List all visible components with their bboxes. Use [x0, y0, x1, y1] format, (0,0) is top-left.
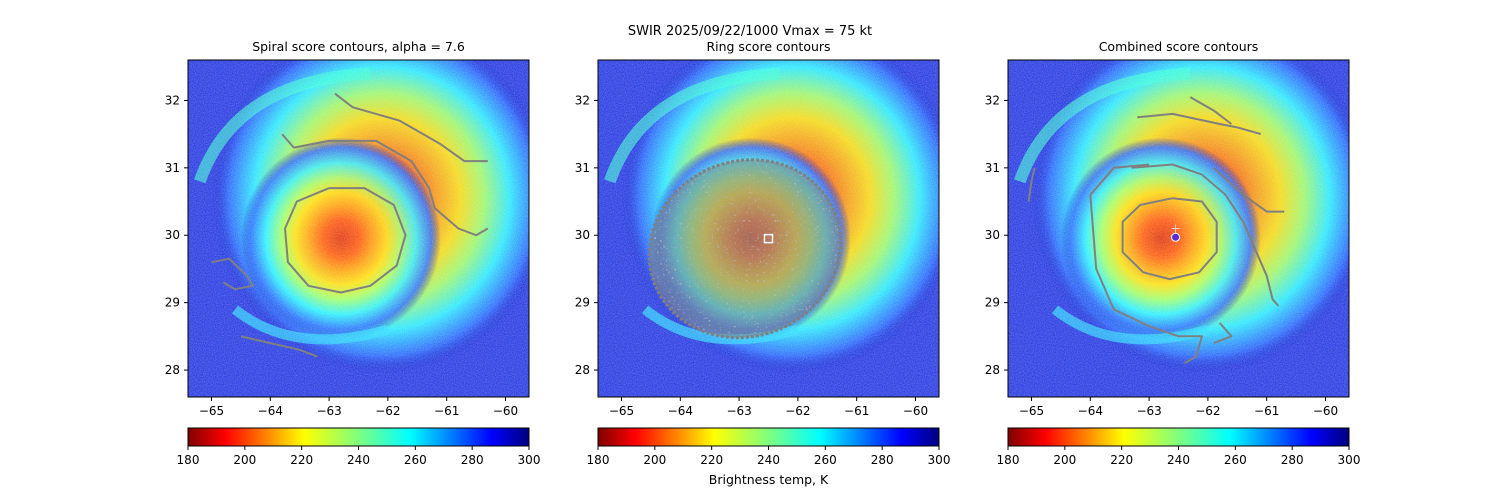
y-tick-label: 28 [985, 363, 1000, 377]
panel-title: Ring score contours [706, 39, 830, 54]
panel-title: Spiral score contours, alpha = 7.6 [252, 39, 465, 54]
contour-line [1137, 112, 1262, 136]
y-tick-label: 29 [985, 296, 1000, 310]
y-tick-label: 28 [575, 363, 590, 377]
y-tick-label: 32 [575, 93, 590, 107]
colorbar-tick-label: 200 [643, 453, 666, 467]
contour-line [211, 257, 254, 291]
x-tick-label: −63 [316, 404, 341, 418]
contour-line [1027, 167, 1036, 202]
x-tick-label: −60 [493, 404, 518, 418]
colorbar-tick-label: 260 [1224, 453, 1247, 467]
contour-line [240, 335, 318, 358]
colorbar-label: Brightness temp, K [709, 472, 829, 487]
y-tick-label: 32 [985, 93, 1000, 107]
colorbar-tick-label: 260 [404, 453, 427, 467]
colorbar-tick-label: 260 [814, 453, 837, 467]
contour-line [1121, 197, 1218, 281]
axes-frame [597, 59, 940, 398]
x-tick-label: −61 [434, 404, 459, 418]
x-tick-label: −64 [258, 404, 283, 418]
colorbar-tick-label: 200 [1053, 453, 1076, 467]
colorbar: 180 200 220 240 260 280 300 [177, 427, 541, 467]
panel-1: Spiral score contours, alpha = 7.6 −65 −64… [165, 39, 541, 467]
y-tick-label: 30 [575, 228, 590, 242]
colorbar: 180 200 220 240 260 280 300 [997, 427, 1361, 467]
contour-line [334, 92, 488, 163]
y-tick-label: 28 [165, 363, 180, 377]
x-tick-label: −62 [1195, 404, 1220, 418]
colorbar-tick-label: 300 [518, 453, 541, 467]
x-tick-label: −63 [726, 404, 751, 418]
x-tick-label: −60 [903, 404, 928, 418]
y-tick-label: 29 [575, 296, 590, 310]
contour-line [284, 187, 407, 294]
y-tick-label: 31 [575, 161, 590, 175]
center-marker-square [763, 233, 774, 244]
contour-line [1213, 322, 1233, 345]
colorbar: 180 200 220 240 260 280 300 Brightness temp, K [587, 427, 951, 487]
figure-suptitle: SWIR 2025/09/22/1000 Vmax = 75 kt [627, 24, 873, 39]
satellite-image [1008, 60, 1349, 397]
y-tick-label: 30 [985, 228, 1000, 242]
colorbar-tick-label: 300 [928, 453, 951, 467]
satellite-image [188, 60, 529, 397]
contour-line [1089, 194, 1203, 365]
colorbar-tick-label: 220 [1110, 453, 1133, 467]
x-tick-label: −64 [1078, 404, 1103, 418]
y-tick-label: 29 [165, 296, 180, 310]
x-tick-label: −60 [1313, 404, 1338, 418]
x-tick-label: −65 [199, 404, 224, 418]
colorbar-tick-label: 180 [177, 453, 200, 467]
contour-line [281, 133, 489, 237]
colorbar-tick-label: 240 [757, 453, 780, 467]
x-tick-label: −61 [844, 404, 869, 418]
contour-line [1131, 163, 1280, 307]
colorbar-tick-label: 180 [587, 453, 610, 467]
contour-line [1089, 163, 1150, 196]
panel-3: Combined score contours −65 −64 −63 −62 −61 −6… [985, 39, 1361, 467]
colorbar-tick-label: 240 [347, 453, 370, 467]
contour-line [1213, 167, 1285, 213]
x-tick-label: −61 [1254, 404, 1279, 418]
axes-frame [187, 59, 530, 398]
colorbar-tick-label: 280 [871, 453, 894, 467]
colorbar-tick-label: 220 [700, 453, 723, 467]
colorbar-tick-label: 200 [233, 453, 256, 467]
colorbar-tick-label: 180 [997, 453, 1020, 467]
y-tick-label: 31 [985, 161, 1000, 175]
colorbar-tick-label: 300 [1338, 453, 1361, 467]
x-tick-label: −64 [668, 404, 693, 418]
contour-line [1189, 96, 1233, 125]
y-tick-label: 30 [165, 228, 180, 242]
panel-title: Combined score contours [1099, 39, 1259, 54]
panel-2: Ring score contours −65 −64 −63 −62 −61 −60 28 2… [575, 39, 951, 487]
y-tick-label: 32 [165, 93, 180, 107]
colorbar-tick-label: 220 [290, 453, 313, 467]
x-tick-label: −63 [1136, 404, 1161, 418]
center-marker-circle [1171, 232, 1181, 242]
x-tick-label: −62 [785, 404, 810, 418]
y-tick-label: 31 [165, 161, 180, 175]
colorbar-tick-label: 280 [1281, 453, 1304, 467]
x-tick-label: −65 [609, 404, 634, 418]
center-marker-cross [1171, 224, 1180, 233]
axes-frame [1007, 59, 1350, 398]
x-tick-label: −65 [1019, 404, 1044, 418]
x-tick-label: −62 [375, 404, 400, 418]
colorbar-tick-label: 240 [1167, 453, 1190, 467]
colorbar-tick-label: 280 [461, 453, 484, 467]
